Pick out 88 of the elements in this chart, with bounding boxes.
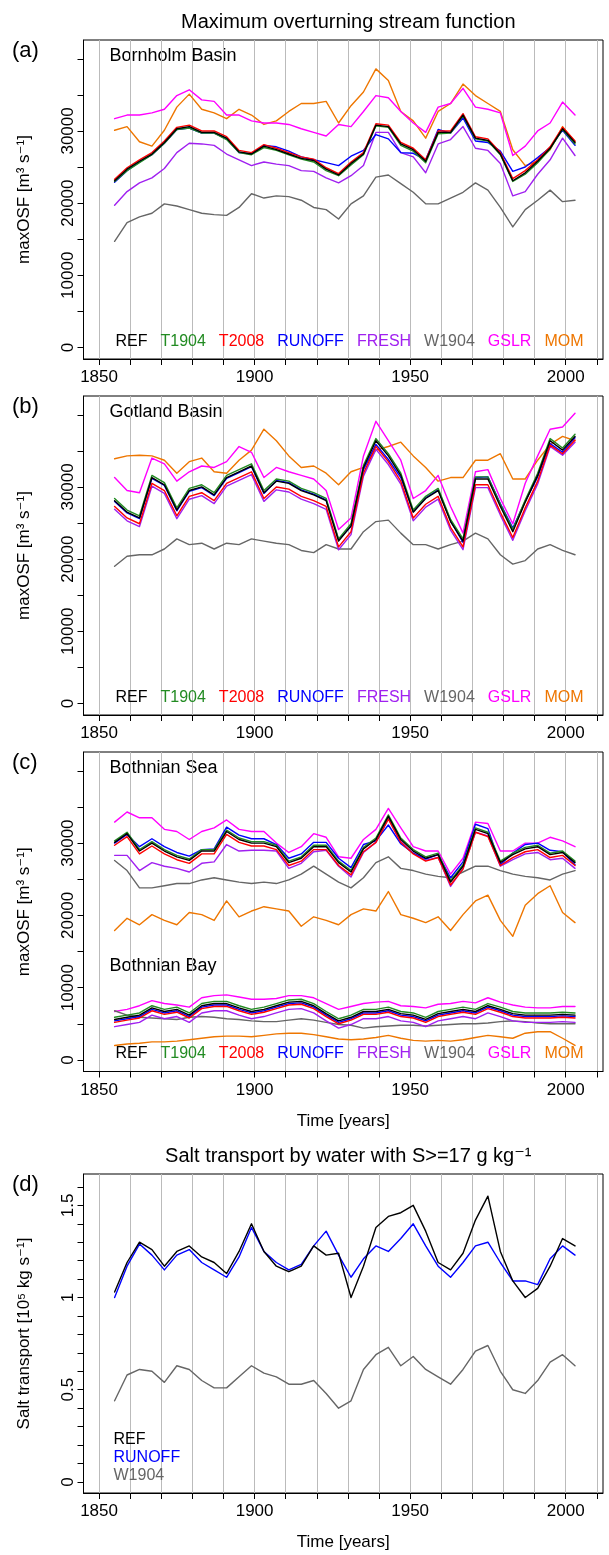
text: REF xyxy=(115,687,148,705)
y-tick-label: 30000 xyxy=(57,463,77,511)
y-axis-title: maxOSF [m³ s⁻¹] xyxy=(13,847,33,977)
x-axis-title: Time [years] xyxy=(296,1532,390,1551)
text: RUNOFF xyxy=(113,1447,181,1465)
line-series xyxy=(113,174,576,243)
y-tick-label: 20000 xyxy=(57,179,77,227)
x-tick-label: 2000 xyxy=(546,1079,585,1099)
annotation: Bothnian Bay xyxy=(109,955,217,975)
x-tick-label: 2000 xyxy=(546,367,585,386)
text: T1904 xyxy=(160,687,206,705)
text: MOM xyxy=(544,1044,584,1061)
y-tick-label: 0 xyxy=(57,342,77,353)
chart-title: Maximum overturning stream function xyxy=(180,10,516,32)
text: T2008 xyxy=(218,687,265,705)
y-tick-label: 30000 xyxy=(57,107,77,155)
line-series xyxy=(113,823,576,879)
text: W1904 xyxy=(424,1044,475,1061)
x-tick-label: 1900 xyxy=(235,1079,274,1099)
y-tick-label: 10000 xyxy=(57,964,77,1012)
x-tick-label: 1950 xyxy=(391,723,430,742)
line-series xyxy=(113,1223,576,1299)
y-tick-label: 30000 xyxy=(57,819,77,867)
text: GSLR xyxy=(487,687,532,705)
line-series xyxy=(113,856,576,889)
line-series xyxy=(113,87,576,157)
line-series xyxy=(113,125,576,206)
text: W1904 xyxy=(424,331,475,349)
y-tick-label: 20000 xyxy=(57,891,77,939)
text: (d) xyxy=(12,1170,39,1196)
line-series xyxy=(113,1031,576,1047)
text: (c) xyxy=(12,748,38,774)
line-series xyxy=(113,994,576,1013)
x-tick-label: 1950 xyxy=(391,1079,430,1099)
text: W1904 xyxy=(113,1465,165,1483)
x-tick-label: 1850 xyxy=(80,1501,118,1520)
x-tick-label: 2000 xyxy=(546,1501,585,1520)
x-tick-label: 1900 xyxy=(235,367,274,386)
text: GSLR xyxy=(487,331,532,349)
y-tick-label: 10000 xyxy=(57,251,77,299)
y-tick-label: 0 xyxy=(57,698,77,709)
text: MOM xyxy=(544,331,584,349)
text: REF xyxy=(113,1429,146,1447)
y-tick-label: 10000 xyxy=(57,607,77,655)
text: GSLR xyxy=(487,1044,532,1061)
line-series xyxy=(113,807,576,875)
line-series xyxy=(113,885,576,938)
x-tick-label: 1900 xyxy=(235,1501,274,1520)
text: (b) xyxy=(12,392,39,418)
annotation: Bornholm Basin xyxy=(109,45,237,65)
chart-title: Salt transport by water with S>=17 g kg⁻¹ xyxy=(165,1144,532,1166)
y-tick-label: 1 xyxy=(57,1292,77,1303)
text: RUNOFF xyxy=(277,687,345,705)
y-tick-label: 0.5 xyxy=(57,1377,77,1402)
text: RUNOFF xyxy=(277,331,345,349)
text: FRESH xyxy=(356,1044,412,1061)
x-tick-label: 1850 xyxy=(80,1079,118,1099)
text: FRESH xyxy=(356,331,412,349)
x-tick-label: 2000 xyxy=(546,723,585,742)
line-series xyxy=(113,1195,576,1299)
text: T2008 xyxy=(218,331,265,349)
y-axis-title: Salt transport [10⁵ kg s⁻¹] xyxy=(13,1237,33,1430)
y-axis-title: maxOSF [m³ s⁻¹] xyxy=(13,491,33,620)
x-tick-label: 1950 xyxy=(391,1501,430,1520)
x-tick-label: 1950 xyxy=(391,367,430,386)
annotation: Bothnian Sea xyxy=(109,757,219,777)
text: (a) xyxy=(12,36,39,62)
text: T1904 xyxy=(160,1044,206,1061)
y-tick-label: 20000 xyxy=(57,535,77,583)
text: FRESH xyxy=(356,687,412,705)
x-axis-title: Time [years] xyxy=(296,1110,390,1130)
text: MOM xyxy=(544,687,584,705)
y-axis-title: maxOSF [m³ s⁻¹] xyxy=(13,135,33,264)
text: T1904 xyxy=(160,331,206,349)
text: REF xyxy=(115,331,148,349)
x-tick-label: 1900 xyxy=(235,723,274,742)
text: REF xyxy=(115,1044,148,1061)
line-series xyxy=(113,1344,576,1409)
y-tick-label: 1.5 xyxy=(57,1193,77,1218)
annotation: Gotland Basin xyxy=(109,401,223,421)
text: T2008 xyxy=(218,1044,265,1061)
text: RUNOFF xyxy=(277,1044,345,1061)
x-tick-label: 1850 xyxy=(80,367,118,386)
x-tick-label: 1850 xyxy=(80,723,118,742)
text: W1904 xyxy=(424,687,475,705)
line-series xyxy=(113,519,576,568)
y-tick-label: 0 xyxy=(57,1477,77,1487)
y-tick-label: 0 xyxy=(57,1055,77,1065)
